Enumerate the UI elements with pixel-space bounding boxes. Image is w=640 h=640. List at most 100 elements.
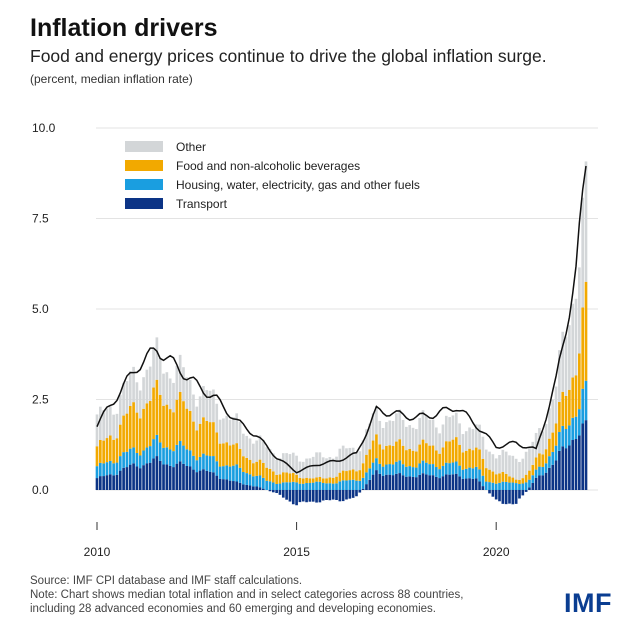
bar-other-45 (245, 435, 249, 458)
bar-housing-37 (218, 466, 222, 479)
bar-housing-94 (408, 466, 412, 477)
bar-other-9 (125, 381, 129, 414)
bar-other-89 (391, 421, 395, 446)
bar-other-76 (348, 447, 352, 471)
total-inflation-path (96, 165, 587, 474)
bar-housing-141 (564, 429, 568, 449)
bar-transport-83 (371, 474, 375, 490)
bar-food-140 (561, 391, 565, 426)
bar-transport-36 (215, 475, 219, 490)
bar-housing-36 (215, 461, 219, 476)
bar-transport-103 (438, 478, 441, 490)
y-tick-label: 5.0 (32, 302, 49, 316)
bar-housing-66 (315, 481, 318, 490)
bar-other-110 (461, 434, 465, 453)
bar-other-93 (405, 426, 408, 451)
bar-transport-106 (448, 474, 451, 490)
bar-transport-90 (395, 473, 398, 490)
bar-food-64 (308, 478, 312, 483)
bar-transport-73 (338, 490, 342, 502)
bar-other-86 (381, 427, 385, 450)
bar-food-127 (518, 480, 521, 484)
bar-transport-118 (488, 490, 491, 494)
bar-other-23 (172, 382, 175, 413)
bar-transport-104 (441, 476, 445, 490)
bar-other-46 (248, 438, 252, 460)
bar-food-141 (564, 395, 568, 430)
bar-housing-134 (541, 466, 545, 476)
bar-food-50 (262, 462, 265, 478)
legend-label: Other (176, 140, 206, 154)
bar-housing-38 (222, 466, 225, 480)
bar-transport-89 (391, 475, 395, 490)
bar-housing-132 (534, 469, 538, 478)
bar-food-95 (411, 450, 415, 468)
bar-other-131 (531, 441, 535, 465)
bar-other-119 (491, 454, 495, 472)
bar-food-78 (355, 471, 358, 481)
bar-transport-87 (385, 474, 388, 490)
bar-food-43 (238, 448, 242, 468)
bar-other-130 (528, 447, 531, 471)
bar-housing-78 (355, 480, 358, 490)
bar-other-58 (288, 454, 292, 474)
bar-housing-55 (278, 483, 282, 490)
bar-transport-42 (235, 481, 239, 490)
bar-other-60 (295, 455, 298, 475)
bar-housing-83 (371, 462, 375, 475)
bar-transport-88 (388, 474, 392, 490)
bar-housing-71 (331, 483, 335, 490)
bar-other-122 (501, 449, 505, 472)
bar-housing-91 (398, 460, 402, 474)
bar-food-40 (228, 445, 232, 467)
bar-housing-52 (268, 481, 272, 490)
bar-transport-11 (132, 463, 135, 490)
bar-other-53 (271, 453, 275, 472)
bar-transport-49 (258, 487, 262, 490)
bar-housing-136 (548, 456, 551, 468)
bar-transport-122 (501, 490, 505, 504)
bar-transport-6 (115, 474, 119, 490)
bar-other-132 (534, 432, 538, 458)
bar-transport-107 (451, 474, 455, 490)
bar-transport-44 (242, 484, 245, 490)
bar-transport-65 (311, 490, 315, 502)
bar-housing-32 (202, 453, 205, 470)
bar-transport-30 (195, 472, 199, 490)
bar-housing-125 (511, 482, 515, 490)
bar-other-0 (95, 414, 99, 447)
bar-other-112 (468, 427, 471, 449)
bar-food-51 (265, 467, 268, 481)
bar-food-129 (524, 474, 528, 483)
bar-other-20 (162, 373, 165, 406)
legend-swatch (125, 198, 163, 209)
bar-other-111 (464, 431, 468, 451)
bar-other-94 (408, 425, 412, 449)
bar-transport-120 (494, 490, 498, 500)
bar-food-36 (215, 432, 219, 462)
bar-food-56 (281, 472, 285, 483)
bar-other-135 (544, 424, 548, 450)
bar-food-124 (508, 476, 511, 483)
bar-food-58 (288, 473, 292, 483)
bar-transport-2 (102, 476, 105, 490)
bar-other-74 (341, 445, 345, 471)
bar-housing-12 (135, 452, 139, 467)
bar-other-5 (112, 414, 115, 440)
bar-housing-23 (172, 451, 175, 468)
bar-housing-33 (205, 455, 209, 471)
bar-other-49 (258, 435, 262, 460)
bar-transport-10 (128, 464, 132, 490)
bar-food-102 (434, 450, 438, 467)
bar-food-61 (298, 477, 302, 484)
bar-housing-97 (418, 463, 422, 475)
bar-housing-77 (351, 479, 355, 490)
bar-housing-73 (338, 481, 342, 490)
bar-transport-75 (345, 490, 348, 500)
bar-transport-79 (358, 490, 362, 493)
bar-housing-116 (481, 475, 485, 487)
bar-transport-139 (558, 450, 561, 490)
bar-other-54 (275, 459, 278, 475)
bar-food-92 (401, 445, 405, 465)
bar-food-103 (438, 453, 441, 470)
